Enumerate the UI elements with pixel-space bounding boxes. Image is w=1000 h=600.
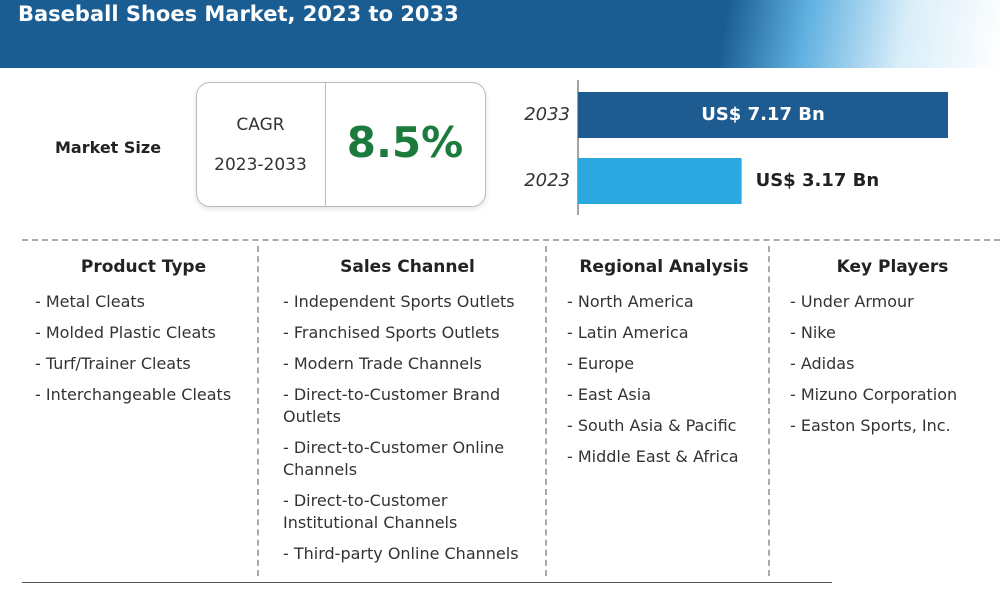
segment-heading: Sales Channel (340, 257, 475, 277)
divider (768, 246, 770, 576)
segment-item: - Franchised Sports Outlets (283, 323, 500, 342)
cagr-label: CAGR (236, 115, 285, 135)
segment-item: - Nike (790, 323, 836, 342)
divider (22, 239, 1000, 241)
segment-item: - South Asia & Pacific (567, 416, 737, 435)
bar (578, 158, 742, 204)
cagr-value: 8.5% (346, 118, 464, 167)
value-label: US$ 7.17 Bn (701, 104, 825, 125)
segment-item: - Latin America (567, 323, 689, 342)
segment-item: - Third-party Online Channels (283, 544, 519, 563)
segment-item: - North America (567, 292, 694, 311)
bar (578, 92, 948, 138)
segment-item: - Mizuno Corporation (790, 385, 958, 404)
segment-list: - North America - Latin America - Europe - … (567, 291, 772, 477)
footer-line (22, 582, 832, 583)
cagr-period: 2023-2033 (214, 155, 307, 175)
category-label: 2033 (524, 104, 570, 125)
segment-item: - Europe (567, 354, 635, 373)
segment-item: - Turf/Trainer Cleats (35, 354, 191, 373)
category-label: 2023 (524, 170, 570, 191)
divider (257, 246, 259, 576)
segment-item: - Middle East & Africa (567, 447, 739, 466)
value-label: US$ 3.17 Bn (756, 170, 880, 191)
segment-item: - Adidas (790, 354, 855, 373)
segment-item: - Easton Sports, Inc. (790, 416, 951, 435)
segment-item: - Molded Plastic Cleats (35, 323, 216, 342)
segment-item: - Modern Trade Channels (283, 354, 482, 373)
segment-list: - Independent Sports Outlets - Franchised… (283, 291, 523, 574)
segment-list: - Under Armour - Nike - Adidas - Mizuno Cor… (790, 291, 995, 446)
segment-heading: Product Type (80, 257, 207, 277)
segment-item: - Interchangeable Cleats (35, 385, 232, 404)
title: Baseball Shoes Market, 2023 to 2033 (18, 2, 459, 26)
segment-list: - Metal Cleats - Molded Plastic Cleats - T… (35, 291, 240, 415)
segment-item: - Direct-to-Customer Brand Outlets (283, 385, 501, 426)
segment-heading: Regional Analysis (579, 257, 749, 277)
segment-item: - Under Armour (790, 292, 914, 311)
divider (545, 246, 547, 576)
divider (325, 82, 326, 206)
segment-item: - Metal Cleats (35, 292, 145, 311)
header-band (0, 0, 1000, 68)
segment-heading: Key Players (836, 257, 949, 277)
market-size-label: Market Size (55, 138, 162, 157)
segment-item: - East Asia (567, 385, 651, 404)
segment-item: - Independent Sports Outlets (283, 292, 515, 311)
bar-chart: 2033 US$ 7.17 Bn 2023 US$ 3.17 Bn (524, 80, 948, 215)
segment-item: - Direct-to-Customer Online Channels (283, 438, 505, 479)
cagr-box (196, 82, 486, 207)
segment-item: - Direct-to-Customer Institutional Chann… (283, 491, 458, 532)
